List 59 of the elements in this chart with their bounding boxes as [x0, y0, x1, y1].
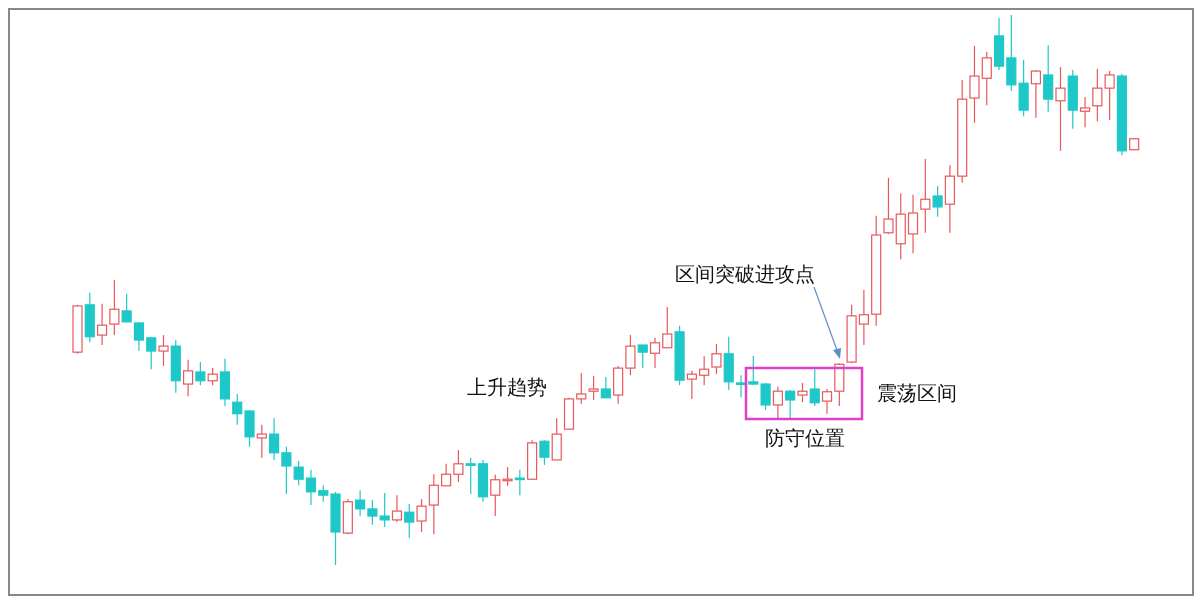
candlestick: [686, 370, 697, 400]
annotation: 区间突破进攻点: [675, 261, 815, 288]
candlestick: [858, 289, 869, 346]
candlestick: [969, 45, 980, 124]
candlestick: [699, 355, 710, 386]
candlestick: [760, 382, 771, 411]
candlestick: [797, 382, 808, 403]
candlestick: [637, 344, 648, 369]
candlestick: [232, 393, 243, 426]
candlestick: [576, 372, 587, 405]
candlestick: [785, 389, 796, 419]
candlestick: [182, 359, 194, 397]
candlestick: [281, 446, 292, 495]
candlestick: [514, 469, 525, 496]
candlestick: [588, 375, 599, 401]
annotation: 防守位置: [764, 425, 846, 452]
candlestick: [539, 439, 550, 466]
candlestick: [305, 469, 317, 506]
candlestick: [391, 494, 403, 523]
candlestick: [920, 158, 931, 234]
candlestick: [662, 306, 673, 349]
candlestick: [907, 194, 919, 254]
candlestick: [821, 388, 833, 415]
candlestick: [379, 492, 390, 528]
candlestick: [416, 498, 427, 533]
candlestick: [600, 376, 611, 399]
candlestick: [932, 185, 943, 218]
candlestick: [269, 417, 280, 461]
candlestick: [121, 293, 132, 323]
candlestick: [735, 374, 747, 398]
candlestick: [453, 449, 464, 483]
candlestick: [404, 503, 415, 539]
candlestick: [711, 343, 722, 375]
candlestick: [883, 177, 894, 235]
candlestick: [748, 355, 759, 386]
candlestick: [428, 473, 439, 535]
candlestick: [195, 361, 206, 386]
candlestick: [1055, 66, 1066, 152]
candlestick: [158, 334, 169, 367]
candlestick: [146, 336, 157, 370]
candlestick: [133, 321, 145, 352]
candlestick: [367, 499, 378, 526]
candlestick: [649, 337, 661, 369]
candlestick: [256, 424, 267, 459]
candlestick: [1079, 96, 1091, 128]
candlestick: [981, 51, 992, 106]
candlestick: [109, 279, 120, 336]
candlestick: [772, 386, 783, 419]
candlestick: [96, 303, 108, 346]
annotation: 上升趋势: [466, 374, 548, 401]
candlestick: [293, 460, 304, 486]
candlestick: [1030, 69, 1042, 119]
candlestick: [490, 474, 501, 517]
annotation: 震荡区间: [876, 380, 958, 407]
candlestick: [809, 368, 820, 407]
candlestick: [465, 457, 476, 495]
candlestick: [441, 463, 452, 487]
candlestick: [355, 489, 366, 517]
candlestick: [625, 334, 636, 376]
